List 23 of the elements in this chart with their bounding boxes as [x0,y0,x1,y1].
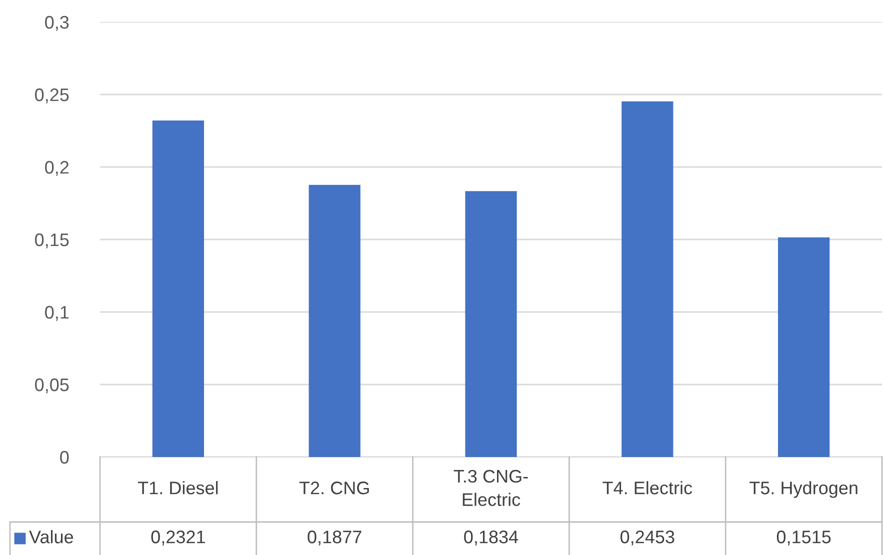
bar [308,184,360,457]
x-tick-label: T4. Electric [602,481,692,494]
bar [622,101,674,457]
bar [465,191,517,457]
data-label: 0,1877 [308,530,362,546]
data-label: 0,2453 [620,530,674,546]
y-tick-label: 0,1 [45,306,69,321]
x-tick-label: T2. CNG [299,482,369,494]
x-tick-label: T1. Diesel [138,481,218,494]
y-tick-label: 0,05 [35,378,69,394]
y-tick-label: 0,2 [45,160,69,176]
y-tick-label: 0,15 [35,233,69,248]
data-label: 0,2321 [151,530,205,546]
x-tick-label: T5. Hydrogen [750,481,858,498]
data-label: 0,1515 [776,530,831,546]
bar [778,237,830,457]
y-tick-label: 0,25 [35,88,69,104]
data-label: 0,1834 [464,530,518,546]
y-tick-label: 0 [60,450,69,464]
bar [152,120,204,457]
y-tick-label: 0,3 [45,16,69,31]
x-tick-label: T.3 CNG- Electric [454,470,528,506]
legend-label: Value [29,530,74,544]
